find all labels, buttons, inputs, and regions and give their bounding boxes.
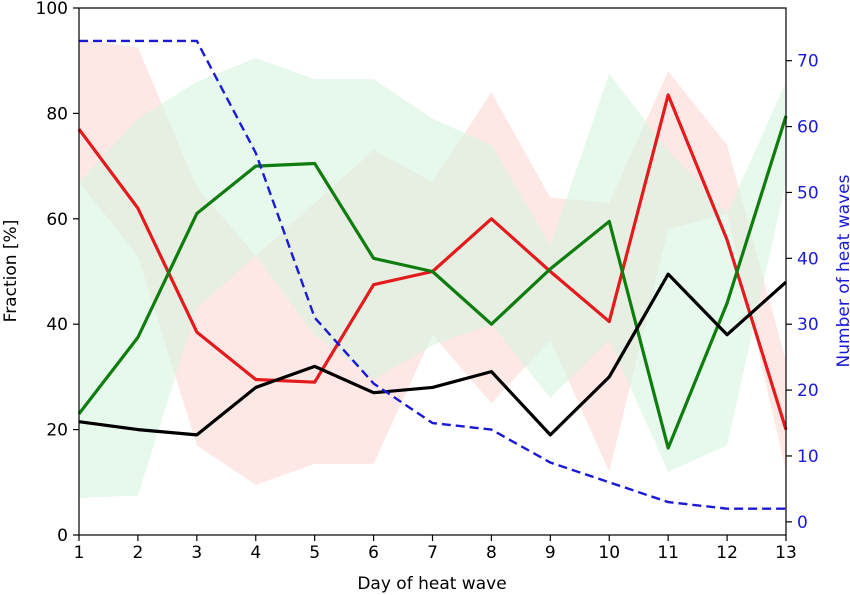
series-line-2: [78, 272, 788, 437]
y-axis-label: Fraction [%]: [1, 220, 21, 323]
x-tick-label: 8: [486, 543, 497, 563]
y-tick-label: 80: [46, 104, 68, 124]
series-line-1: [77, 115, 788, 450]
x-axis-label: Day of heat wave: [357, 574, 506, 594]
x-tick-label: 9: [545, 543, 556, 563]
y2-tick-label: 60: [797, 118, 819, 138]
y-axis-ticks: 0 20 40 60 80 100: [36, 0, 79, 546]
series-lines: [77, 39, 788, 510]
y2-axis-label: Number of heat waves: [834, 174, 850, 367]
y2-tick-label: 70: [797, 52, 819, 72]
y-tick-label: 40: [46, 315, 68, 335]
x-tick-label: 12: [716, 543, 738, 563]
confidence-bands: [79, 39, 786, 499]
x-tick-label: 1: [74, 543, 85, 563]
y-tick-label: 60: [46, 210, 68, 230]
x-tick-label: 7: [427, 543, 438, 563]
x-tick-label: 11: [657, 543, 679, 563]
y2-tick-label: 30: [797, 315, 819, 335]
x-tick-label: 2: [133, 543, 144, 563]
x-tick-label: 3: [191, 543, 202, 563]
y2-tick-label: 20: [797, 381, 819, 401]
y-tick-label: 0: [57, 526, 68, 546]
x-tick-label: 13: [775, 543, 797, 563]
y2-tick-label: 50: [797, 183, 819, 203]
y2-tick-label: 0: [797, 513, 808, 533]
x-tick-label: 10: [598, 543, 620, 563]
x-tick-label: 5: [309, 543, 320, 563]
series-line-3: [79, 39, 786, 510]
x-axis-ticks: 1 2 3 4 5 6 7 8 9 10 11 12 13: [74, 535, 797, 563]
y2-tick-label: 10: [797, 447, 819, 467]
y2-tick-label: 40: [797, 249, 819, 269]
x-tick-label: 4: [250, 543, 261, 563]
y2-axis-ticks: 0 10 20 30 40 50 60 70: [786, 52, 819, 533]
x-tick-label: 6: [368, 543, 379, 563]
y-tick-label: 20: [46, 421, 68, 441]
y-tick-label: 100: [36, 0, 68, 19]
